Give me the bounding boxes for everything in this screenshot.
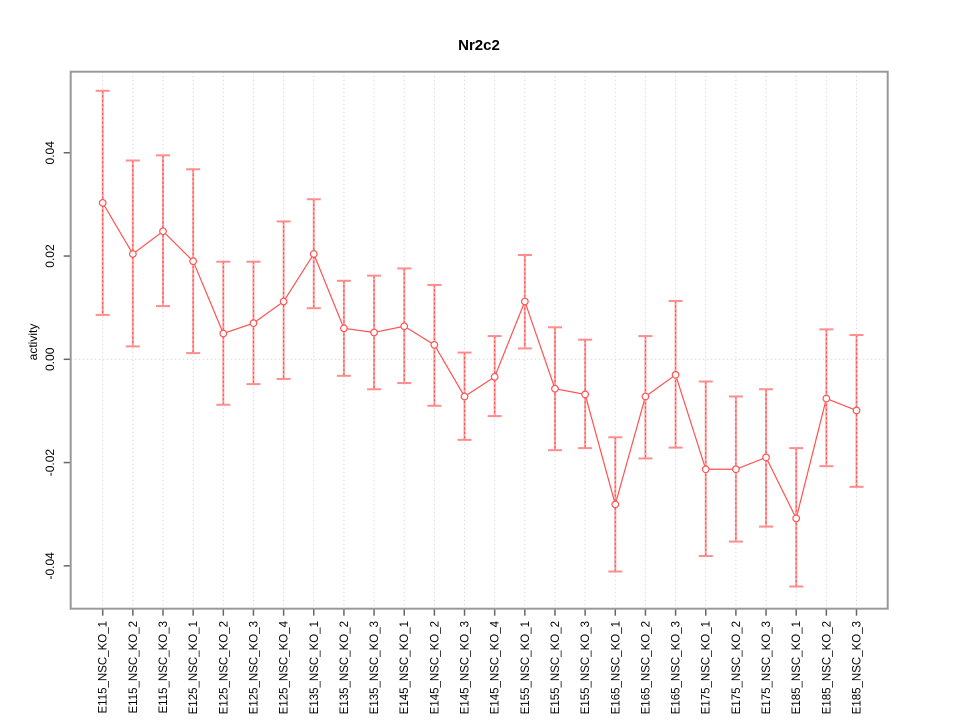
x-category-label: E135_NSC_KO_2 <box>339 621 351 714</box>
data-point <box>731 465 740 474</box>
data-point <box>279 297 288 306</box>
x-category-label: E145_NSC_KO_2 <box>429 621 441 714</box>
chart-title: Nr2c2 <box>458 37 500 54</box>
y-axis-label: activity <box>26 324 40 361</box>
data-point <box>520 297 529 306</box>
data-point <box>309 250 318 258</box>
data-point <box>189 257 198 266</box>
data-point <box>822 394 831 403</box>
x-category-label: E185_NSC_KO_1 <box>791 621 803 714</box>
x-category-label: E155_NSC_KO_3 <box>580 621 592 714</box>
data-point <box>249 319 258 328</box>
x-category-label: E175_NSC_KO_1 <box>701 621 713 714</box>
data-point <box>581 390 590 399</box>
data-point <box>400 322 409 331</box>
data-point <box>340 324 348 333</box>
data-point <box>128 250 137 258</box>
x-category-label: E125_NSC_KO_3 <box>248 621 260 714</box>
data-point <box>370 328 378 337</box>
y-tick-label: 0.02 <box>43 244 57 268</box>
data-point <box>460 392 469 401</box>
x-category-label: E125_NSC_KO_4 <box>279 620 291 714</box>
x-category-label: E185_NSC_KO_3 <box>852 621 864 714</box>
y-tick-label: 0.00 <box>43 347 57 371</box>
x-category-label: E165_NSC_KO_1 <box>610 621 622 714</box>
data-point <box>611 500 620 509</box>
data-point <box>671 370 680 379</box>
x-category-label: E125_NSC_KO_2 <box>218 621 230 714</box>
data-point <box>792 514 801 523</box>
plot-border <box>69 70 889 610</box>
x-category-label: E135_NSC_KO_1 <box>309 621 321 714</box>
data-point <box>159 227 167 236</box>
data-point <box>430 340 439 349</box>
x-category-label: E115_NSC_KO_3 <box>158 621 170 713</box>
data-point <box>701 465 710 474</box>
x-category-label: E135_NSC_KO_3 <box>369 621 381 714</box>
x-category-label: E175_NSC_KO_3 <box>761 621 773 714</box>
data-point <box>98 198 107 207</box>
x-category-label: E155_NSC_KO_2 <box>550 621 562 714</box>
x-category-label: E165_NSC_KO_3 <box>671 621 683 714</box>
x-category-label: E145_NSC_KO_3 <box>460 621 472 714</box>
data-point <box>219 329 228 338</box>
y-tick-label: -0.02 <box>43 449 57 477</box>
x-category-label: E145_NSC_KO_1 <box>399 621 411 714</box>
x-category-label: E125_NSC_KO_1 <box>188 621 200 714</box>
x-category-label: E165_NSC_KO_2 <box>640 621 652 714</box>
x-category-label: E145_NSC_KO_4 <box>490 620 502 714</box>
x-category-label: E185_NSC_KO_2 <box>821 621 833 714</box>
x-category-label: E155_NSC_KO_1 <box>520 621 532 714</box>
data-point <box>641 392 650 401</box>
x-category-label: E115_NSC_KO_1 <box>98 621 110 713</box>
y-tick-label: 0.04 <box>43 141 57 165</box>
y-tick-label: -0.04 <box>43 552 57 580</box>
data-point <box>551 384 559 393</box>
x-category-label: E175_NSC_KO_2 <box>731 621 743 714</box>
data-point <box>490 372 499 381</box>
data-point <box>762 453 770 462</box>
x-category-label: E115_NSC_KO_2 <box>128 621 140 713</box>
data-point <box>852 406 861 415</box>
series-line <box>102 202 857 521</box>
